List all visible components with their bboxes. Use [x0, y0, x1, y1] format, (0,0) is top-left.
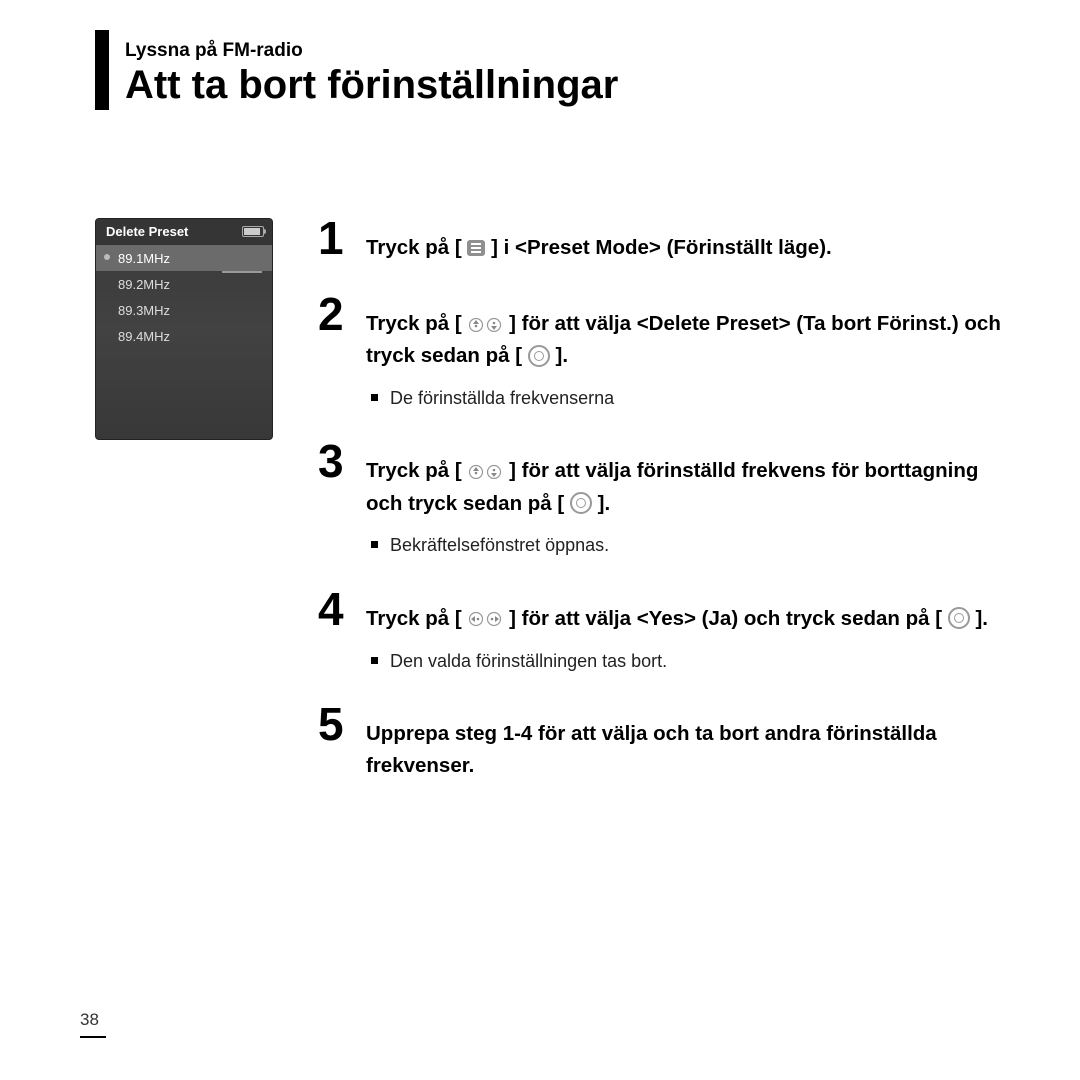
step-body: Tryck på [ ] i <Preset Mode> (Förinställ… — [366, 232, 1005, 264]
step-main-text: Tryck på [ ] för att välja förinställd f… — [366, 455, 1005, 519]
preset-item: 89.4MHz — [96, 323, 272, 349]
ok-icon — [948, 607, 970, 629]
step-number: 4 — [318, 589, 356, 630]
step-sub-text: De förinställda frekvenserna — [366, 386, 1005, 411]
step: 4 Tryck på [ ] för att välja <Yes> (Ja) o… — [318, 589, 1005, 675]
step-number: 5 — [318, 704, 356, 745]
step-body: Tryck på [ ] för att välja förinställd f… — [366, 455, 1005, 558]
device-screen-title: Delete Preset — [106, 224, 188, 239]
step: 3Tryck på [ ] för att välja förinställd … — [318, 441, 1005, 558]
step-number: 3 — [318, 441, 356, 482]
header-accent-bar — [95, 30, 109, 110]
step-main-text: Tryck på [ ] för att välja <Delete Prese… — [366, 308, 1005, 372]
updown-icon — [467, 307, 503, 339]
step: 1 Tryck på [ ] i <Preset Mode> (Förinstäl… — [318, 218, 1005, 264]
preset-item: 89.3MHz — [96, 297, 272, 323]
page-number: 38 — [80, 1010, 99, 1030]
step-main-text: Upprepa steg 1-4 för att välja och ta bo… — [366, 718, 1005, 782]
page-title: Att ta bort förinställningar — [125, 62, 1005, 108]
updown-icon — [467, 455, 503, 487]
ok-icon — [570, 492, 592, 514]
menu-icon — [467, 240, 485, 256]
leftright-icon — [467, 602, 503, 634]
section-label: Lyssna på FM-radio — [125, 40, 1005, 62]
step: 5Upprepa steg 1-4 för att välja och ta b… — [318, 704, 1005, 782]
device-screenshot: Delete Preset 89.1MHz89.2MHz89.3MHz89.4M… — [95, 218, 273, 440]
ok-icon — [528, 345, 550, 367]
page-number-bar — [80, 1036, 106, 1038]
step-sub-text: Den valda förinställningen tas bort. — [366, 649, 1005, 674]
step: 2Tryck på [ ] för att välja <Delete Pres… — [318, 294, 1005, 411]
step-body: Upprepa steg 1-4 för att välja och ta bo… — [366, 718, 1005, 782]
steps-list: 1 Tryck på [ ] i <Preset Mode> (Förinstäl… — [318, 218, 1005, 812]
battery-icon — [242, 226, 264, 237]
step-body: Tryck på [ ] för att välja <Delete Prese… — [366, 308, 1005, 411]
preset-item: 89.1MHz — [96, 245, 272, 271]
step-number: 1 — [318, 218, 356, 259]
step-number: 2 — [318, 294, 356, 335]
preset-list: 89.1MHz89.2MHz89.3MHz89.4MHz — [96, 245, 272, 349]
step-sub-text: Bekräftelsefönstret öppnas. — [366, 533, 1005, 558]
step-main-text: Tryck på [ ] för att välja <Yes> (Ja) oc… — [366, 603, 1005, 635]
preset-item: 89.2MHz — [96, 271, 272, 297]
step-main-text: Tryck på [ ] i <Preset Mode> (Förinställ… — [366, 232, 1005, 264]
step-body: Tryck på [ ] för att välja <Yes> (Ja) oc… — [366, 603, 1005, 675]
